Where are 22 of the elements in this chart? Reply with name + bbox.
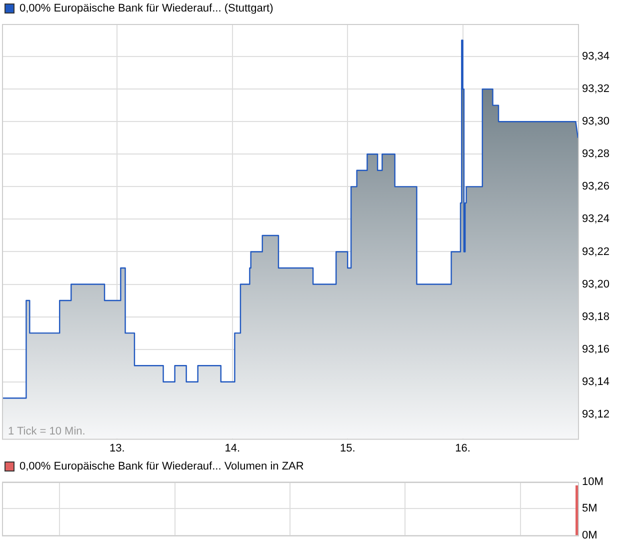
y-tick-label: 93,24 [582, 213, 610, 226]
y-tick-label: 93,28 [582, 148, 610, 160]
legend-label: 0,00% Europäische Bank für Wiederauf... Volumen in ZAR [20, 460, 304, 473]
legend-label: 0,00% Europäische Bank für Wiederauf... (Stuttgart) [20, 2, 274, 15]
x-tick-label: 14. [224, 442, 240, 454]
y-tick-label: 93,22 [582, 246, 610, 258]
annotation: 1 Tick = 10 Min. [8, 425, 86, 438]
y-tick-label: 93,32 [582, 83, 610, 96]
y-tick-label: 93,34 [582, 50, 610, 63]
x-tick-label: 16. [455, 442, 470, 454]
y-tick-label: 93,16 [582, 343, 610, 356]
y-tick-label: 5M [582, 502, 598, 515]
x-tick-label: 15. [340, 442, 356, 454]
y-tick-label: 93,30 [582, 116, 610, 128]
y-tick-label: 93,20 [582, 278, 610, 290]
y-tick-label: 93,26 [582, 180, 610, 193]
y-tick-label: 93,18 [582, 310, 610, 323]
y-tick-label: 10M [582, 476, 604, 488]
y-tick-label: 93,12 [582, 408, 610, 420]
y-tick-label: 93,14 [582, 376, 610, 388]
x-tick-label: 13. [110, 442, 125, 454]
y-tick-label: 0M [582, 529, 598, 542]
